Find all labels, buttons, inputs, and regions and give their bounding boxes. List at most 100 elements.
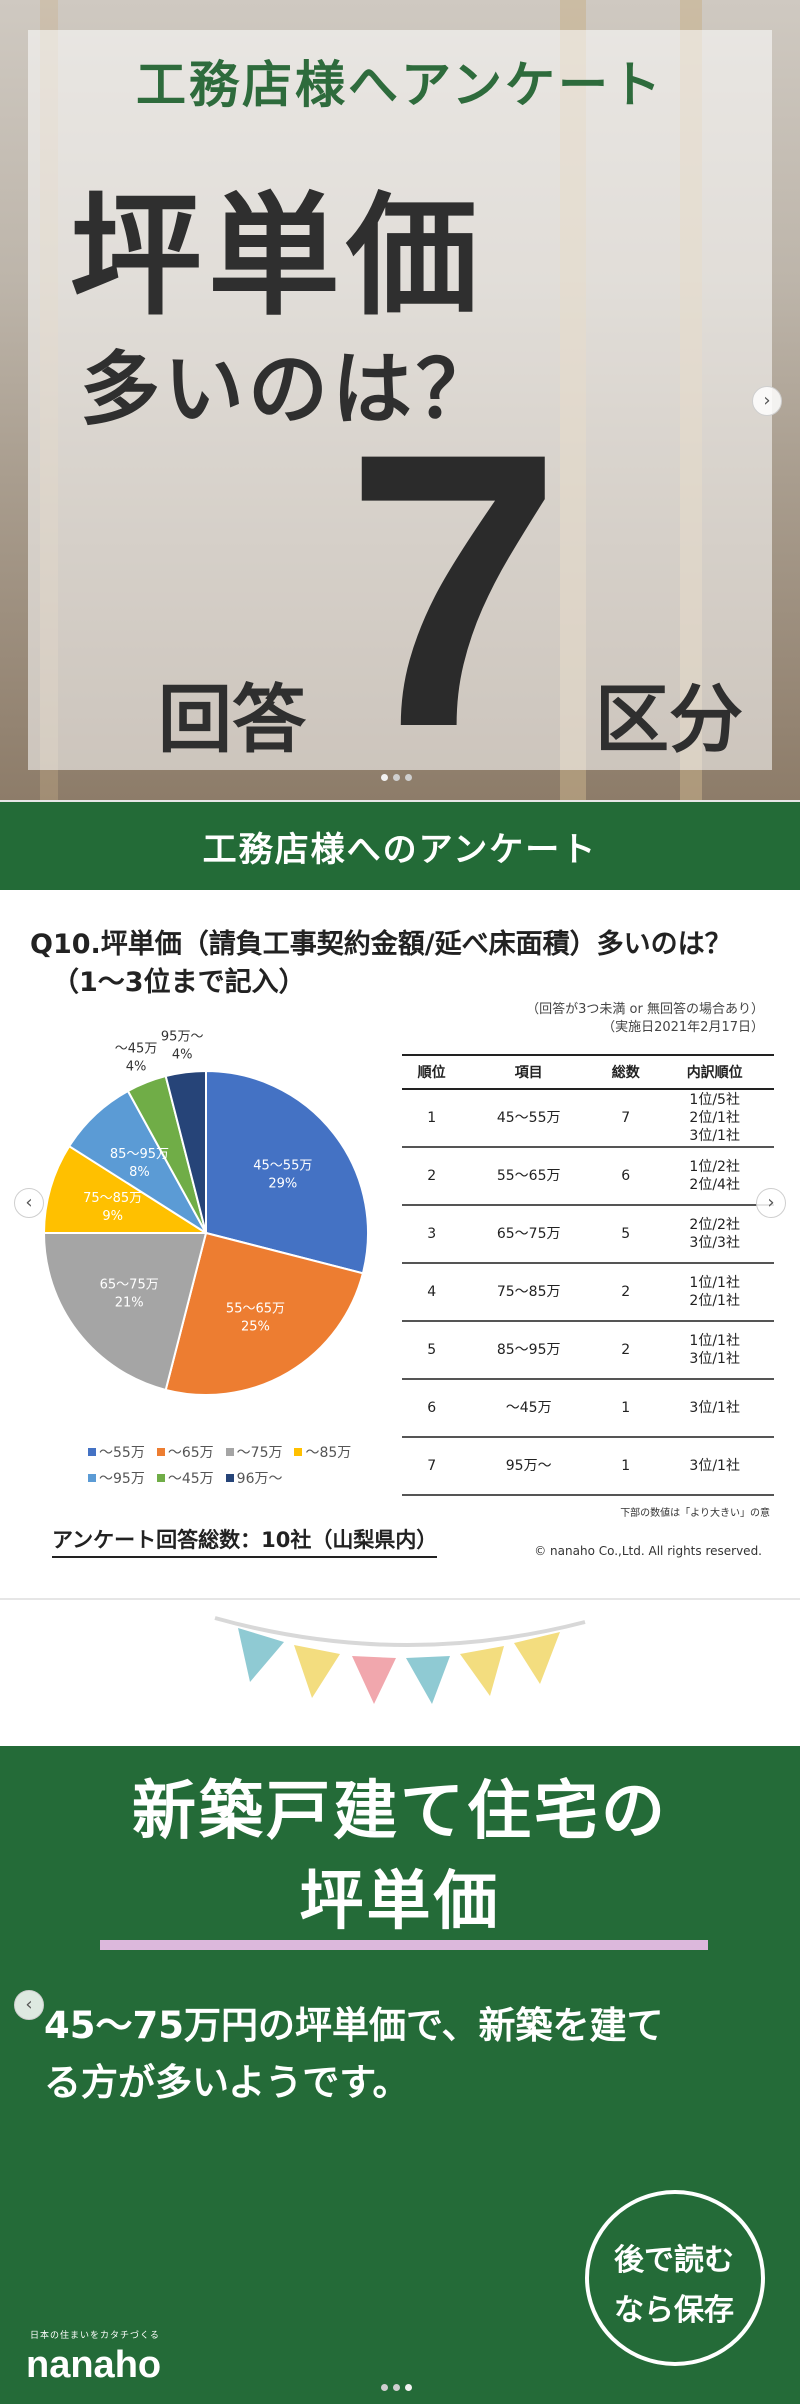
table-header: 総数 — [596, 1054, 656, 1090]
table-cell: 75～85万 — [461, 1263, 597, 1322]
legend-label: ～65万 — [167, 1445, 214, 1461]
survey-banner — [0, 802, 800, 890]
table-cell: 1位/2社 2位/4社 — [655, 1147, 774, 1206]
save-reminder-circle — [585, 2190, 765, 2366]
table-row: 3 65～75万 5 2位/2社 3位/3社 — [402, 1205, 774, 1264]
legend-swatch — [88, 1474, 96, 1482]
pie-slice-percent: 21% — [115, 1296, 144, 1311]
pie-slice — [42, 1232, 208, 1392]
table-cell: ～45万 — [461, 1379, 597, 1438]
legend-label: ～55万 — [99, 1445, 145, 1461]
table-row: 4 75～85万 2 1位/1社 2位/1社 — [402, 1263, 774, 1322]
legend-item: ～65万 — [156, 1442, 214, 1462]
table-cell: 6 — [596, 1147, 656, 1206]
table-header: 順位 — [402, 1054, 462, 1090]
summary-text: る方が多いようです。 — [44, 2061, 410, 2104]
table-cell: 1 — [596, 1437, 656, 1496]
prev-slide-button[interactable]: ‹ — [14, 1990, 44, 2020]
table-cell: 45～55万 — [461, 1089, 597, 1148]
pie-slice-percent: 29% — [268, 1176, 297, 1191]
legend-swatch — [294, 1448, 303, 1456]
legend-item: ～45万 — [156, 1468, 214, 1488]
pie-slice — [164, 1069, 207, 1234]
carousel-dots — [381, 774, 412, 781]
title-card — [28, 30, 772, 770]
table-cell: 7 — [596, 1089, 656, 1148]
legend-label: ～45万 — [167, 1471, 214, 1487]
carousel-dot[interactable] — [393, 2384, 400, 2391]
legend-item: ～85万 — [294, 1442, 351, 1462]
table-header: 項目 — [461, 1054, 597, 1090]
carousel-dot[interactable] — [405, 2384, 412, 2391]
carousel-dot[interactable] — [381, 774, 388, 781]
pie-slice — [164, 1231, 365, 1396]
pie-slice-percent: 4% — [126, 1059, 147, 1074]
pie-slice-percent: 9% — [102, 1209, 123, 1224]
pie-slice-label: ～45万 — [115, 1041, 158, 1056]
table-cell: 2 — [596, 1321, 656, 1380]
bunting-decoration — [214, 1616, 586, 1704]
table-cell: 3位/1社 — [655, 1437, 774, 1496]
table-cell: 85～95万 — [461, 1321, 597, 1380]
table-row: 1 45～55万 7 1位/5社 2位/1社 3位/1社 — [402, 1089, 774, 1148]
pie-slice-percent: 25% — [241, 1320, 270, 1335]
next-slide-button[interactable]: › — [752, 386, 782, 416]
pie-slice — [42, 1144, 210, 1234]
table-cell: 6 — [402, 1379, 462, 1438]
brand-tagline: 日本の住まいをカタチづくる — [30, 2331, 160, 2341]
table-row: 6 ～45万 1 3位/1社 — [402, 1379, 774, 1438]
legend-label: 96万～ — [236, 1471, 283, 1487]
carousel-dot[interactable] — [381, 2384, 388, 2391]
carousel-dot[interactable] — [393, 774, 400, 781]
next-slide-button[interactable]: › — [756, 1188, 786, 1218]
legend-item: ～55万 — [88, 1442, 145, 1462]
ranking-table: 順位 項目 総数 内訳順位 1 45～55万 7 1位/5社 2位/1社 3位/1社 2 55～65… — [402, 1054, 774, 1496]
pie-slice-label: 75～85万 — [83, 1191, 142, 1206]
prev-slide-button[interactable]: ‹ — [14, 1188, 44, 1218]
slide-cover: 工務店様へアンケート 坪単価 多いのは？ 7 回答 区分 › — [0, 0, 800, 800]
table-cell: 5 — [402, 1321, 462, 1380]
table-cell: 1 — [402, 1089, 462, 1148]
pie-slice-label: 85～95万 — [110, 1147, 169, 1162]
legend-item: ～95万 — [88, 1468, 145, 1488]
legend-swatch — [156, 1448, 165, 1456]
table-cell: 2 — [402, 1147, 462, 1206]
summary-heading: 坪単価 — [299, 1865, 501, 1939]
survey-note: （回答が3つ未満 or 無回答の場合あり） — [526, 1002, 764, 1017]
chart-legend: ～55万 ～65万 ～75万 ～85万 ～95万 ～45万 96万～ — [88, 1442, 378, 1488]
slide-summary: 新築戸建て住宅の 坪単価 45～75万円の坪単価で、新築を建て る方が多いようで… — [0, 1600, 800, 2404]
table-cell: 3位/1社 — [655, 1379, 774, 1438]
legend-item: ～75万 — [225, 1442, 283, 1462]
legend-item: 96万～ — [225, 1468, 283, 1488]
cover-right-word: 区分 — [595, 677, 743, 763]
legend-swatch — [156, 1474, 165, 1482]
survey-total: アンケート回答総数：10社（山梨県内） — [52, 1524, 438, 1558]
legend-label: ～75万 — [236, 1445, 283, 1461]
carousel-dot[interactable] — [405, 774, 412, 781]
pie-slice-label: 55～65万 — [226, 1302, 285, 1317]
table-cell: 1位/5社 2位/1社 3位/1社 — [655, 1089, 774, 1148]
table-row: 7 95万～ 1 3位/1社 — [402, 1437, 774, 1496]
heading-underline — [100, 1940, 708, 1950]
question-title: Q10.坪単価（請負工事契約金額/延べ床面積）多いのは？ — [30, 929, 732, 960]
table-cell: 1位/1社 3位/1社 — [655, 1321, 774, 1380]
table-cell: 3 — [402, 1205, 462, 1264]
summary-text: 45～75万円の坪単価で、新築を建て — [44, 2004, 664, 2047]
legend-swatch — [225, 1448, 234, 1456]
pie-slice-label: 45～55万 — [253, 1158, 312, 1173]
pie-slice-percent: 4% — [172, 1047, 193, 1062]
table-cell: 7 — [402, 1437, 462, 1496]
survey-date: （実施日2021年2月17日） — [602, 1020, 764, 1035]
pie-slice-label: 65～75万 — [100, 1278, 159, 1293]
legend-swatch — [88, 1448, 96, 1456]
table-cell: 65～75万 — [461, 1205, 597, 1264]
survey-banner-title: 工務店様へのアンケート — [202, 830, 598, 870]
table-cell: 1位/1社 2位/1社 — [655, 1263, 774, 1322]
cover-top-title: 工務店様へアンケート — [136, 56, 664, 114]
question-subtitle: （1～3位まで記入） — [52, 967, 306, 998]
brand-logo: nanaho — [26, 2344, 162, 2386]
table-cell: 1 — [596, 1379, 656, 1438]
pie-slice-label: 95万～ — [161, 1029, 204, 1044]
carousel-dots — [381, 2384, 412, 2391]
summary-heading: 新築戸建て住宅の — [132, 1775, 668, 1849]
